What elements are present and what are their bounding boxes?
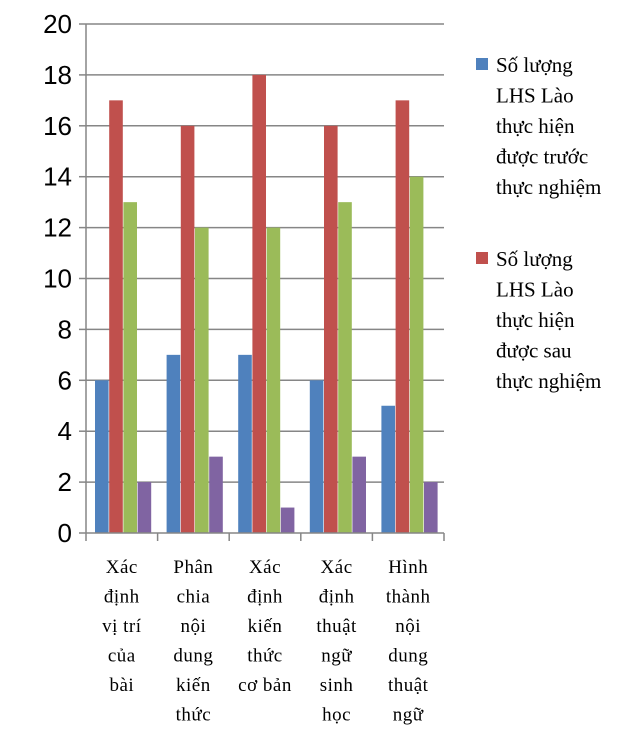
bar-series-4-cat-5 xyxy=(424,482,438,533)
axes xyxy=(79,23,445,541)
bar-series-3-cat-2 xyxy=(195,227,209,533)
bar-series-4-cat-1 xyxy=(137,482,152,533)
y-tick-label: 18 xyxy=(43,60,72,90)
x-category-label: Hình thành nội dung thuật ngữ xyxy=(386,557,431,726)
y-tick-label: 4 xyxy=(58,416,72,446)
bar-series-2-cat-3 xyxy=(252,74,266,534)
bar-series-4-cat-3 xyxy=(280,507,295,533)
bar-series-2-cat-4 xyxy=(324,125,338,534)
bar-series-2-cat-5 xyxy=(395,100,410,533)
bar-series-2-cat-2 xyxy=(180,125,195,534)
y-tick-label: 0 xyxy=(58,518,72,548)
x-category-label: Xác định thuật ngữ sinh học xyxy=(316,557,357,726)
bars xyxy=(95,74,438,534)
bar-series-1-cat-2 xyxy=(166,354,181,533)
legend-item-2: Số lượng LHS Lào thực hiện được sau thực ngh… xyxy=(476,247,601,393)
bar-series-1-cat-5 xyxy=(381,405,395,533)
y-tick-label: 16 xyxy=(43,111,72,141)
bar-series-1-cat-4 xyxy=(309,380,324,533)
bar-series-4-cat-2 xyxy=(209,456,223,533)
bar-series-1-cat-3 xyxy=(238,354,252,533)
bar-series-3-cat-3 xyxy=(266,227,281,533)
y-tick-label: 8 xyxy=(58,314,72,344)
bar-series-3-cat-5 xyxy=(409,176,424,533)
y-tick-label: 12 xyxy=(43,213,72,243)
legend-label: Số lượng LHS Lào thực hiện được trước thực n… xyxy=(496,53,601,199)
x-category-label: Xác định vị trí của bài xyxy=(102,557,142,696)
legend-swatch xyxy=(476,252,488,264)
y-axis-tick-labels: 0 2 4 6 8 10 12 14 16 18 20 xyxy=(43,9,72,548)
y-tick-label: 20 xyxy=(43,9,72,39)
legend: Số lượng LHS Lào thực hiện được trước thực n… xyxy=(476,53,601,393)
legend-item-1: Số lượng LHS Lào thực hiện được trước thực n… xyxy=(476,53,601,199)
y-tick-label: 10 xyxy=(43,264,72,294)
y-tick-label: 14 xyxy=(43,162,72,192)
y-tick-label: 2 xyxy=(58,467,72,497)
y-tick-label: 6 xyxy=(58,365,72,395)
legend-swatch xyxy=(476,58,488,70)
x-axis-category-labels: Xác định vị trí của bài Phân chia nội dung kiến th… xyxy=(102,557,430,726)
bar-series-1-cat-1 xyxy=(95,380,109,533)
legend-label: Số lượng LHS Lào thực hiện được sau thực ngh… xyxy=(496,247,601,393)
x-category-label: Phân chia nội dung kiến thức xyxy=(173,557,213,726)
x-category-label: Xác định kiến thức cơ bản xyxy=(238,557,292,696)
bar-series-4-cat-4 xyxy=(352,456,366,533)
bar-series-2-cat-1 xyxy=(109,100,123,533)
bar-series-3-cat-4 xyxy=(338,202,352,533)
bar-series-3-cat-1 xyxy=(123,202,137,533)
